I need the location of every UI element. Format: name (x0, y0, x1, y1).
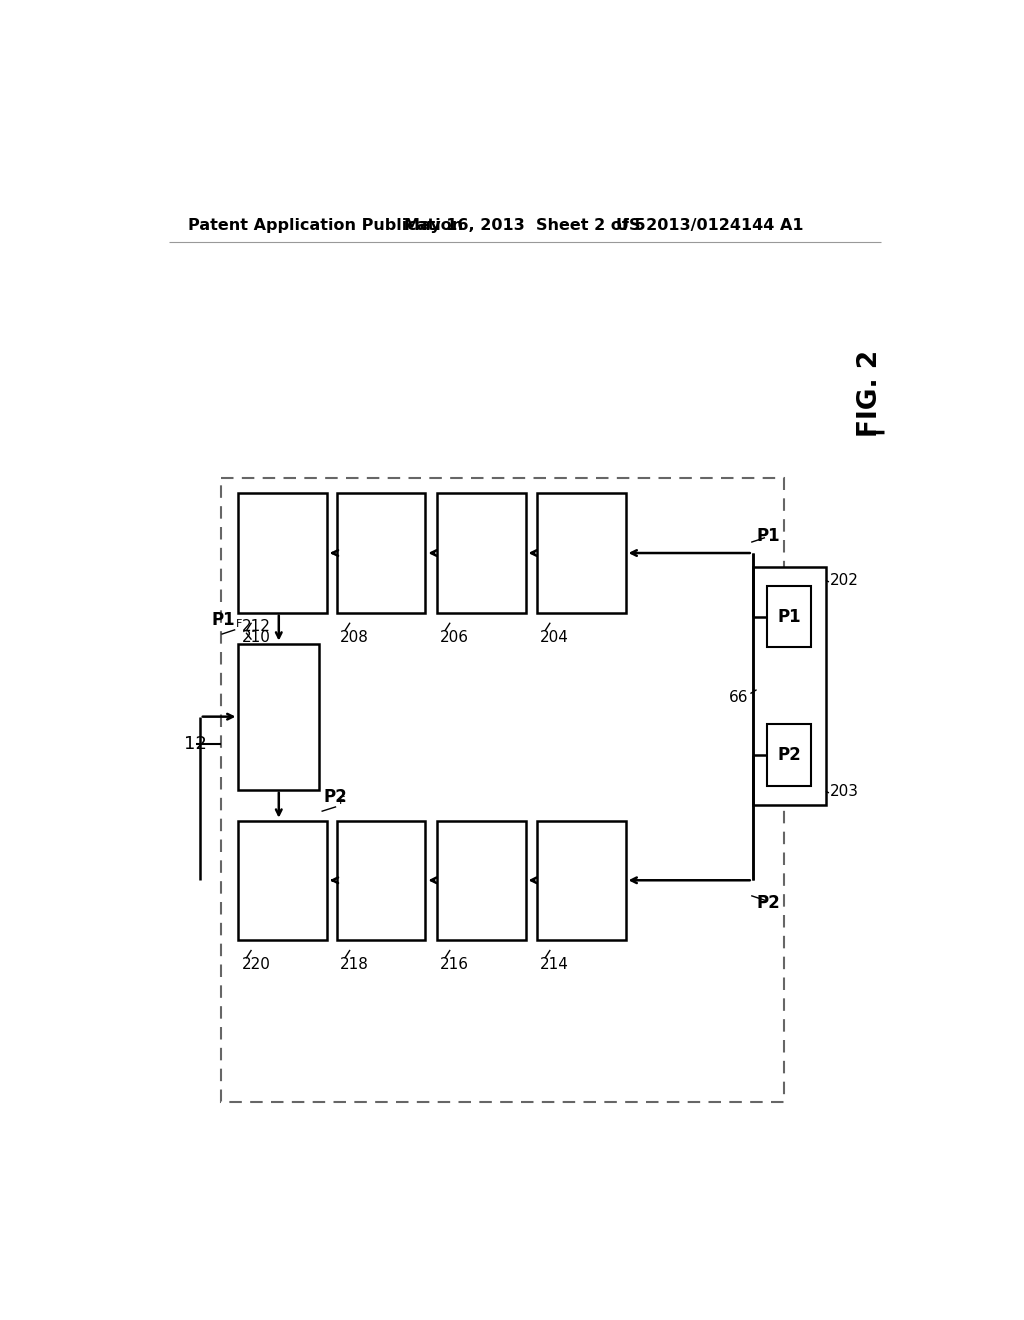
Bar (538, 821, 626, 940)
Bar (437, 494, 525, 612)
Text: F: F (237, 619, 243, 630)
Bar (337, 494, 425, 612)
Text: 210: 210 (242, 630, 270, 645)
Text: P2: P2 (777, 746, 801, 764)
Text: 202: 202 (829, 573, 858, 587)
Text: F: F (339, 796, 345, 807)
Bar (239, 821, 327, 940)
Text: 203: 203 (829, 784, 859, 799)
Text: 216: 216 (440, 957, 469, 972)
Text: 218: 218 (340, 957, 369, 972)
Text: 214: 214 (541, 957, 569, 972)
Text: US 2013/0124144 A1: US 2013/0124144 A1 (615, 218, 803, 232)
Text: P1: P1 (212, 611, 236, 630)
Bar (239, 494, 327, 612)
Bar (337, 821, 425, 940)
Text: Patent Application Publication: Patent Application Publication (188, 218, 464, 232)
Text: 212: 212 (242, 619, 270, 634)
Bar (437, 821, 525, 940)
Bar (538, 494, 626, 612)
Text: FIG. 2: FIG. 2 (857, 350, 883, 437)
Bar (767, 725, 811, 785)
Text: 208: 208 (340, 630, 369, 645)
Text: P1: P1 (777, 607, 801, 626)
Text: 66: 66 (729, 690, 749, 705)
Text: 206: 206 (440, 630, 469, 645)
Bar (221, 478, 783, 1102)
Text: 220: 220 (242, 957, 270, 972)
Bar (239, 644, 319, 789)
Text: P2: P2 (323, 788, 347, 807)
Text: May 16, 2013  Sheet 2 of 5: May 16, 2013 Sheet 2 of 5 (403, 218, 645, 232)
Text: 204: 204 (541, 630, 569, 645)
Text: 12: 12 (184, 735, 207, 752)
Text: P1: P1 (757, 527, 780, 545)
Bar (753, 566, 826, 805)
Text: P2: P2 (757, 895, 780, 912)
Bar (767, 586, 811, 647)
